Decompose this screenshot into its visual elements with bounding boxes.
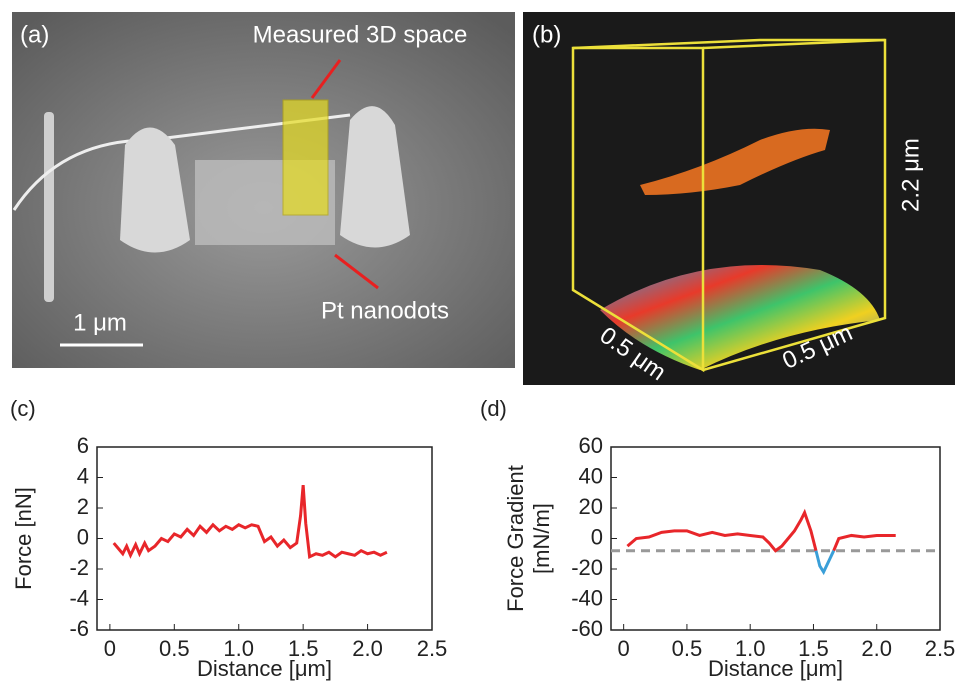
y-axis-label: [mN/m] [529,503,554,574]
x-tick-label: 2.0 [352,636,383,661]
scale-bar-label: 1 μm [73,309,127,336]
x-tick-label: 0.5 [159,636,190,661]
y-tick-label: -6 [69,616,89,641]
y-tick-label: -4 [69,585,89,610]
panel-label: (b) [532,21,561,48]
y-tick-label: -40 [571,585,603,610]
x-tick-label: 0.5 [672,636,703,661]
y-tick-label: 4 [77,463,89,488]
y-tick-label: 40 [579,463,603,488]
y-tick-label: 60 [579,433,603,458]
y-tick-label: 0 [591,524,603,549]
data-line [627,513,895,551]
panel-label: (d) [480,396,507,421]
panel-label: (a) [20,21,49,48]
3d-image [523,12,955,385]
annotation: Measured 3D space [253,21,468,48]
y-tick-label: 0 [77,524,89,549]
x-tick-label: 2.5 [417,636,448,661]
data-line [816,551,834,572]
dimension-label: 2.2 μm [897,138,924,212]
y-tick-label: -60 [571,616,603,641]
y-axis-label: Force Gradient [503,465,528,612]
y-tick-label: -2 [69,555,89,580]
plot-frame [611,447,940,630]
x-axis-label: Distance [μm] [197,656,332,681]
x-tick-label: 0 [618,636,630,661]
annotation: Pt nanodots [321,297,449,324]
x-tick-label: 2.0 [861,636,892,661]
y-tick-label: 2 [77,494,89,519]
y-tick-label: -20 [571,555,603,580]
data-line [114,485,387,557]
panel-label: (c) [10,396,36,421]
y-tick-label: 6 [77,433,89,458]
figure: (a) Measured 3D space Pt nanodots 1 μm (… [0,0,968,682]
x-axis-label: Distance [μm] [708,656,843,681]
y-tick-label: 20 [579,494,603,519]
x-tick-label: 2.5 [925,636,956,661]
x-tick-label: 0 [104,636,116,661]
y-axis-label: Force [nN] [11,487,36,590]
